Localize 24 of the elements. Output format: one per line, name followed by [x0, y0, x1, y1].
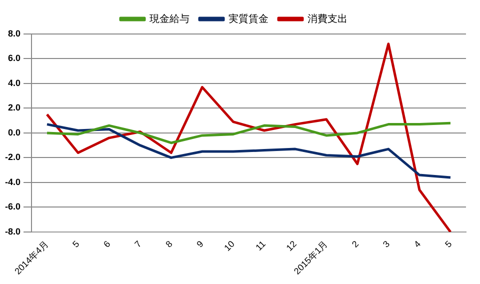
y-tick-label: -6.0 [4, 202, 21, 212]
y-tick-label: 4.0 [8, 78, 21, 88]
x-tick-label: 9 [194, 238, 206, 250]
legend-label: 消費支出 [308, 12, 348, 25]
x-tick-label: 2 [350, 238, 361, 250]
x-tick-label: 5 [70, 238, 82, 250]
x-tick-label: 11 [254, 238, 268, 253]
y-tick-label: -8.0 [4, 226, 21, 236]
x-tick-label: 12 [284, 238, 298, 254]
x-tick-label: 4 [412, 238, 423, 250]
y-tick-label: -2.0 [4, 152, 21, 162]
legend-label: 実質賃金 [228, 12, 268, 25]
y-tick-label: 0.0 [8, 127, 21, 138]
y-tick-label: -4.0 [4, 176, 21, 187]
y-tick-label: 8.0 [8, 28, 21, 38]
x-tick-label: 5 [443, 238, 454, 250]
x-tick-label: 6 [102, 238, 112, 250]
x-tick-label: 7 [132, 238, 144, 250]
y-tick-label: 2.0 [8, 102, 21, 113]
y-tick-label: 6.0 [8, 53, 21, 64]
legend-label: 現金給与 [150, 12, 190, 25]
x-tick-label: 8 [164, 238, 174, 250]
x-tick-label: 10 [222, 238, 236, 254]
x-tick-label: 3 [380, 238, 392, 250]
